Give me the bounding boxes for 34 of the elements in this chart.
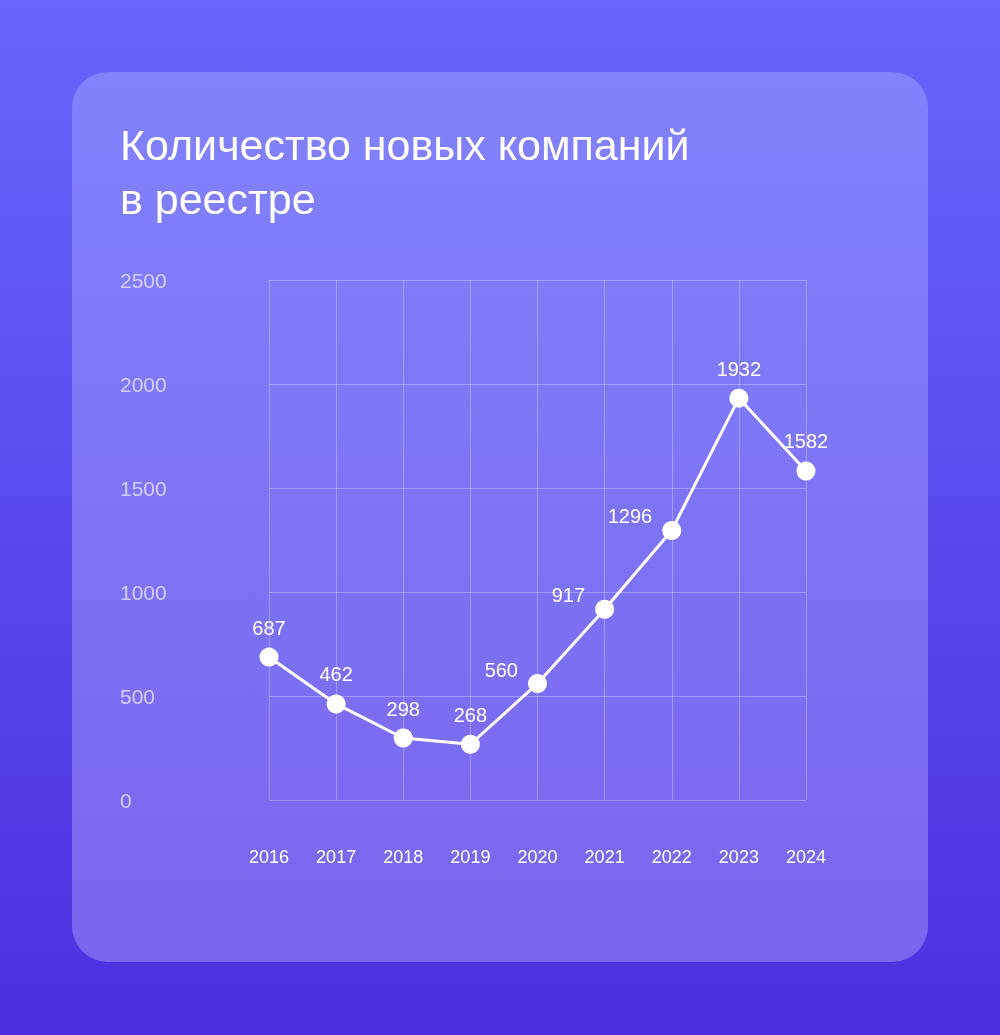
y-tick-label: 2500 <box>120 268 167 292</box>
data-label: 1582 <box>783 430 829 453</box>
x-tick-label: 2018 <box>383 847 424 867</box>
point <box>259 647 279 667</box>
data-label: 917 <box>551 584 586 607</box>
x-tick-label: 2016 <box>248 847 290 867</box>
data-label: 560 <box>484 658 518 681</box>
x-tick-label: 2024 <box>785 847 827 867</box>
point <box>460 734 480 754</box>
y-tick-label: 500 <box>120 684 156 708</box>
x-tick-label: 2019 <box>450 847 491 867</box>
point <box>326 694 346 714</box>
data-label: 1932 <box>716 357 762 380</box>
point <box>662 520 682 540</box>
point <box>595 599 615 619</box>
point <box>393 728 413 748</box>
x-tick-label: 2020 <box>517 847 558 867</box>
point <box>528 674 547 694</box>
data-label: 1296 <box>607 505 653 528</box>
x-tick-label: 2022 <box>651 847 692 867</box>
point <box>729 388 749 408</box>
y-tick-label: 1500 <box>120 476 167 500</box>
data-label: 298 <box>386 697 420 720</box>
y-tick-label: 0 <box>120 788 132 812</box>
chart-title: Количество новых компаний в реестре <box>120 120 691 225</box>
data-label: 687 <box>252 616 286 639</box>
y-tick-label: 1000 <box>120 580 167 604</box>
x-tick-label: 2017 <box>316 847 357 867</box>
data-label: 462 <box>319 663 353 686</box>
y-tick-label: 2000 <box>120 372 167 396</box>
data-label: 268 <box>453 703 488 726</box>
x-tick-label: 2021 <box>584 847 625 867</box>
x-tick-label: 2023 <box>718 847 759 867</box>
point <box>796 461 816 481</box>
